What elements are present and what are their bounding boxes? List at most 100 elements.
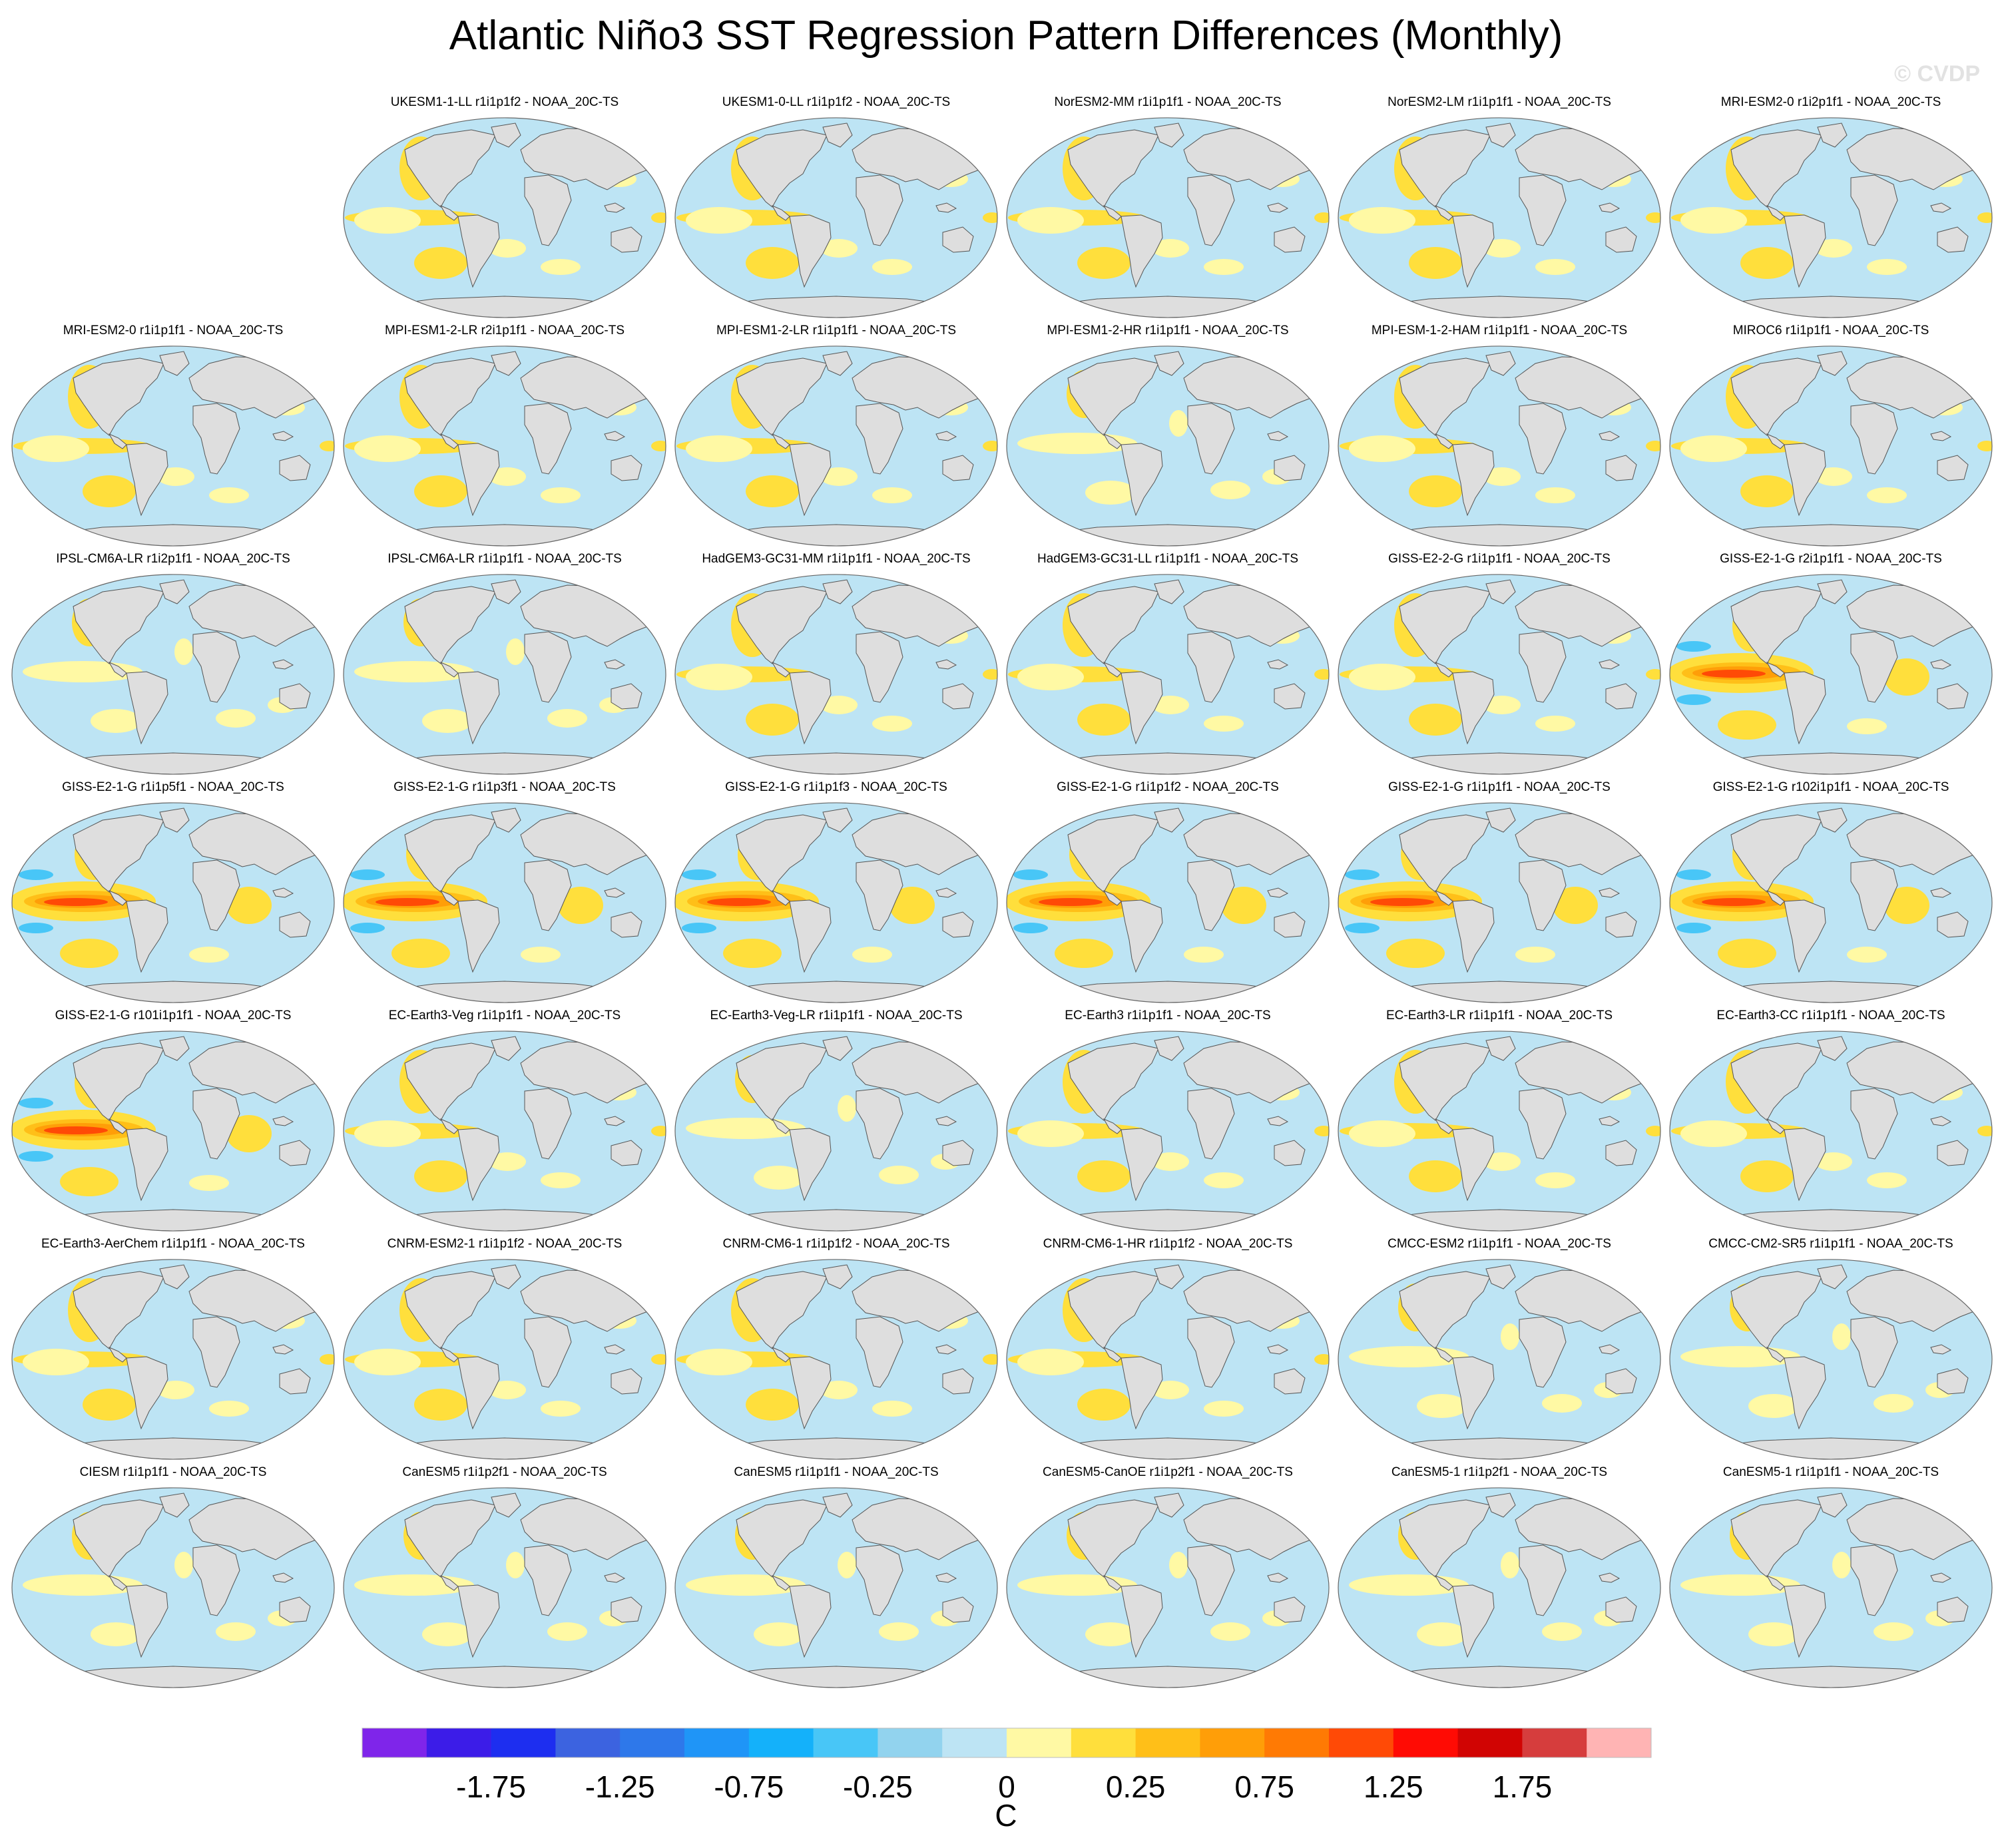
landmass — [1154, 1493, 1184, 1518]
landmass — [159, 808, 190, 833]
landmass — [736, 1042, 828, 1121]
sst-anomaly-region — [320, 441, 335, 451]
sst-anomaly-region — [1748, 1394, 1799, 1418]
sst-anomaly-region — [1977, 1126, 1993, 1136]
sst-anomaly-region — [1646, 669, 1661, 680]
panel-title: IPSL-CM6A-LR r1i1p1f1 - NOAA_20C-TS — [387, 552, 622, 566]
colorbar-tick-label: 0.25 — [1106, 1769, 1166, 1804]
landmass — [524, 1088, 572, 1160]
landmass — [159, 1036, 190, 1061]
sst-anomaly-region — [414, 475, 467, 507]
sst-anomaly-region — [754, 1622, 804, 1646]
landmass — [1730, 586, 1822, 664]
sst-anomaly-region — [1815, 239, 1852, 258]
landmass — [771, 433, 790, 449]
landmass — [159, 1264, 190, 1289]
sst-anomaly-region — [1017, 664, 1084, 690]
colorbar-swatch — [491, 1728, 556, 1757]
landmass — [1434, 204, 1453, 221]
sst-anomaly-region — [1204, 1172, 1244, 1188]
landmass — [1267, 659, 1289, 670]
map-outline — [1338, 346, 1661, 547]
landmass — [1452, 214, 1495, 288]
landmass — [439, 1118, 459, 1134]
sst-anomaly-region — [1204, 259, 1244, 275]
landmass — [1766, 433, 1785, 449]
sst-anomaly-region — [1077, 704, 1131, 736]
sst-anomaly-region — [506, 1552, 525, 1578]
robinson-map — [343, 802, 666, 1003]
landmass — [1103, 661, 1122, 678]
landmass — [73, 1271, 164, 1349]
sst-anomaly-region — [1832, 1552, 1851, 1578]
sst-anomaly-region — [44, 1126, 108, 1134]
landmass — [1274, 911, 1306, 938]
landmass — [491, 122, 521, 148]
landmass — [1817, 122, 1848, 148]
landmass — [1434, 433, 1453, 449]
sst-anomaly-region — [820, 1381, 858, 1399]
landmass — [1937, 226, 1969, 253]
landmass — [771, 204, 790, 221]
sst-anomaly-region — [754, 1166, 804, 1190]
landmass — [457, 443, 500, 517]
landmass — [1067, 1499, 1159, 1578]
panel-title: GISS-E2-1-G r1i1p3f1 - NOAA_20C-TS — [393, 780, 616, 794]
sst-anomaly-region — [707, 898, 771, 906]
sst-anomaly-region — [1501, 1552, 1519, 1578]
sst-anomaly-region — [1152, 239, 1189, 258]
landmass — [1399, 357, 1491, 436]
sst-anomaly-region — [1535, 259, 1575, 275]
sst-anomaly-region — [1314, 212, 1330, 223]
robinson-map — [1338, 1031, 1661, 1232]
sst-anomaly-region — [1409, 1160, 1462, 1192]
landmass — [272, 1572, 294, 1583]
map-outline — [674, 574, 998, 775]
sst-anomaly-region — [541, 487, 581, 503]
landmass — [771, 1346, 790, 1363]
sst-anomaly-region — [1702, 670, 1766, 678]
sst-anomaly-region — [746, 247, 799, 279]
landmass — [1067, 357, 1159, 436]
landmass — [611, 911, 642, 938]
map-panel: CanESM5 r1i1p1f1 - NOAA_20C-TS — [672, 1465, 1000, 1696]
landmass — [1274, 1140, 1306, 1166]
landmass — [1067, 129, 1159, 208]
panel-title: IPSL-CM6A-LR r1i2p1f1 - NOAA_20C-TS — [56, 552, 290, 566]
panel-title: CanESM5 r1i1p2f1 - NOAA_20C-TS — [402, 1465, 607, 1479]
landmass — [126, 1356, 168, 1430]
landmass — [1766, 1118, 1785, 1134]
landmass — [1784, 671, 1826, 745]
sst-anomaly-region — [19, 1098, 53, 1108]
robinson-map — [674, 1259, 998, 1460]
landmass — [935, 659, 957, 670]
robinson-map — [1338, 117, 1661, 318]
landmass — [1121, 214, 1163, 288]
panel-title: MRI-ESM2-0 r1i2p1f1 - NOAA_20C-TS — [1720, 95, 1941, 109]
sst-anomaly-region — [216, 1622, 256, 1641]
landmass — [126, 671, 168, 745]
sst-anomaly-region — [60, 1167, 119, 1196]
landmass — [1267, 887, 1289, 898]
landmass — [789, 899, 832, 973]
landmass — [1121, 1584, 1163, 1658]
panel-title: NorESM2-LM r1i1p1f1 - NOAA_20C-TS — [1387, 95, 1611, 109]
map-outline — [1006, 117, 1330, 318]
robinson-map — [11, 346, 335, 547]
sst-anomaly-region — [686, 207, 752, 234]
landmass — [1485, 808, 1516, 833]
colorbar-border — [362, 1728, 1652, 1758]
sst-anomaly-region — [354, 435, 421, 462]
landmass — [736, 129, 828, 208]
map-panel: CIESM r1i1p1f1 - NOAA_20C-TS — [9, 1465, 337, 1696]
map-outline — [11, 1259, 335, 1460]
landmass — [279, 455, 311, 481]
sst-anomaly-region — [1832, 1323, 1851, 1350]
map-panel: GISS-E2-1-G r1i1p1f3 - NOAA_20C-TS — [672, 780, 1000, 1011]
landmass — [524, 1316, 572, 1388]
landmass — [822, 351, 853, 376]
map-panel: EC-Earth3-LR r1i1p1f1 - NOAA_20C-TS — [1336, 1009, 1663, 1239]
colorbar-swatch — [1200, 1728, 1265, 1757]
landmass — [126, 1584, 168, 1658]
landmass — [1274, 1368, 1306, 1395]
